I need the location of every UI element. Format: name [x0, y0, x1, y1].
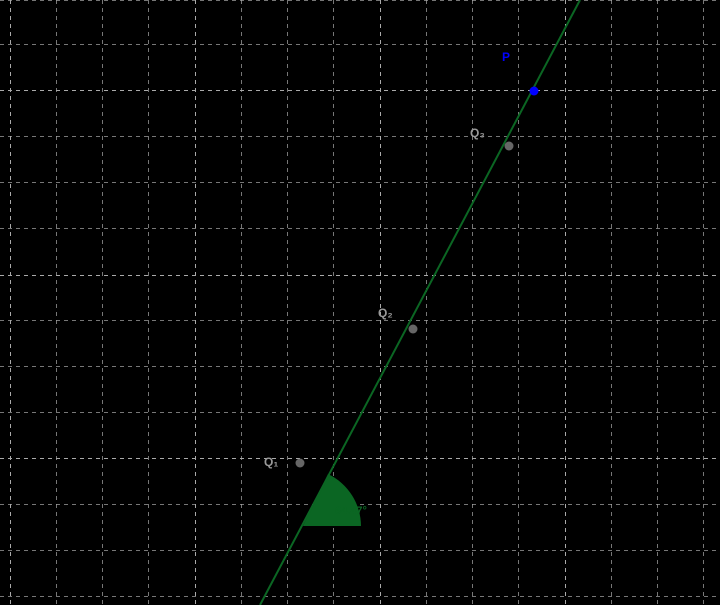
grid-v-major — [195, 0, 196, 605]
point-q1[interactable] — [296, 459, 305, 468]
grid-v-minor — [56, 0, 57, 605]
grid-v-minor — [287, 0, 288, 605]
grid-h-minor — [0, 0, 720, 1]
grid-h-minor — [0, 550, 720, 551]
grid-h-minor — [0, 228, 720, 229]
grid-h-minor — [0, 366, 720, 367]
grid-h-minor — [0, 136, 720, 137]
plot-canvas: P Q₃ Q₂ Q₁ 64.47° — [0, 0, 720, 605]
grid-v-major — [10, 0, 11, 605]
point-q2[interactable] — [409, 325, 418, 334]
point-p[interactable] — [530, 87, 539, 96]
grid-v-minor — [657, 0, 658, 605]
grid-h-minor — [0, 44, 720, 45]
grid-v-minor — [518, 0, 519, 605]
grid-h-major — [0, 275, 720, 276]
label-angle: 64.47° — [335, 505, 367, 517]
grid-h-minor — [0, 596, 720, 597]
grid-v-minor — [102, 0, 103, 605]
grid-v-major — [380, 0, 381, 605]
grid-h-minor — [0, 320, 720, 321]
label-p: P — [502, 50, 510, 64]
label-q2: Q₂ — [378, 306, 393, 320]
grid-v-minor — [611, 0, 612, 605]
point-q3[interactable] — [505, 142, 514, 151]
grid-v-minor — [333, 0, 334, 605]
label-q3: Q₃ — [470, 126, 485, 140]
label-q1: Q₁ — [264, 455, 278, 469]
grid-v-minor — [148, 0, 149, 605]
grid-v-major — [565, 0, 566, 605]
grid-v-minor — [241, 0, 242, 605]
angle-arc — [303, 474, 361, 526]
grid-h-major — [0, 90, 720, 91]
grid-h-major — [0, 458, 720, 459]
grid-v-minor — [426, 0, 427, 605]
grid-h-minor — [0, 182, 720, 183]
grid-v-minor — [703, 0, 704, 605]
grid-h-minor — [0, 412, 720, 413]
grid-v-minor — [472, 0, 473, 605]
